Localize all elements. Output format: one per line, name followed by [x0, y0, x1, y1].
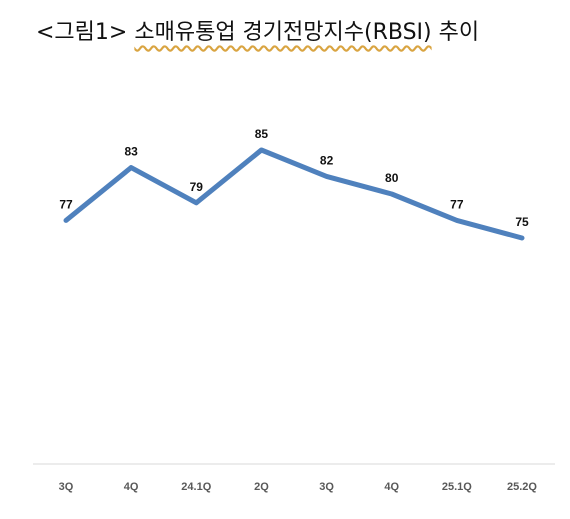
- data-label: 75: [515, 215, 529, 229]
- data-label: 82: [320, 153, 334, 167]
- x-tick-label: 3Q: [59, 481, 74, 493]
- data-label: 85: [255, 127, 269, 141]
- x-tick-label: 4Q: [124, 481, 139, 493]
- data-label: 83: [124, 145, 138, 159]
- data-label: 80: [385, 171, 399, 185]
- x-tick-label: 25.1Q: [442, 481, 472, 493]
- x-tick-label: 4Q: [384, 481, 399, 493]
- data-label: 79: [190, 180, 204, 194]
- series-line: [63, 147, 525, 241]
- title-main: 소매유통업 경기전망지수(RBSI): [134, 20, 432, 45]
- chart-title: <그림1> 소매유통업 경기전망지수(RBSI) 추이: [36, 14, 479, 46]
- title-suffix: 추이: [438, 20, 480, 45]
- x-tick-label: 24.1Q: [181, 481, 211, 493]
- title-prefix: <그림1>: [36, 20, 128, 45]
- data-label: 77: [59, 197, 73, 211]
- data-label: 77: [450, 197, 464, 211]
- x-tick-label: 25.2Q: [507, 481, 537, 493]
- x-tick-label: 2Q: [254, 481, 269, 493]
- x-tick-label: 3Q: [319, 481, 334, 493]
